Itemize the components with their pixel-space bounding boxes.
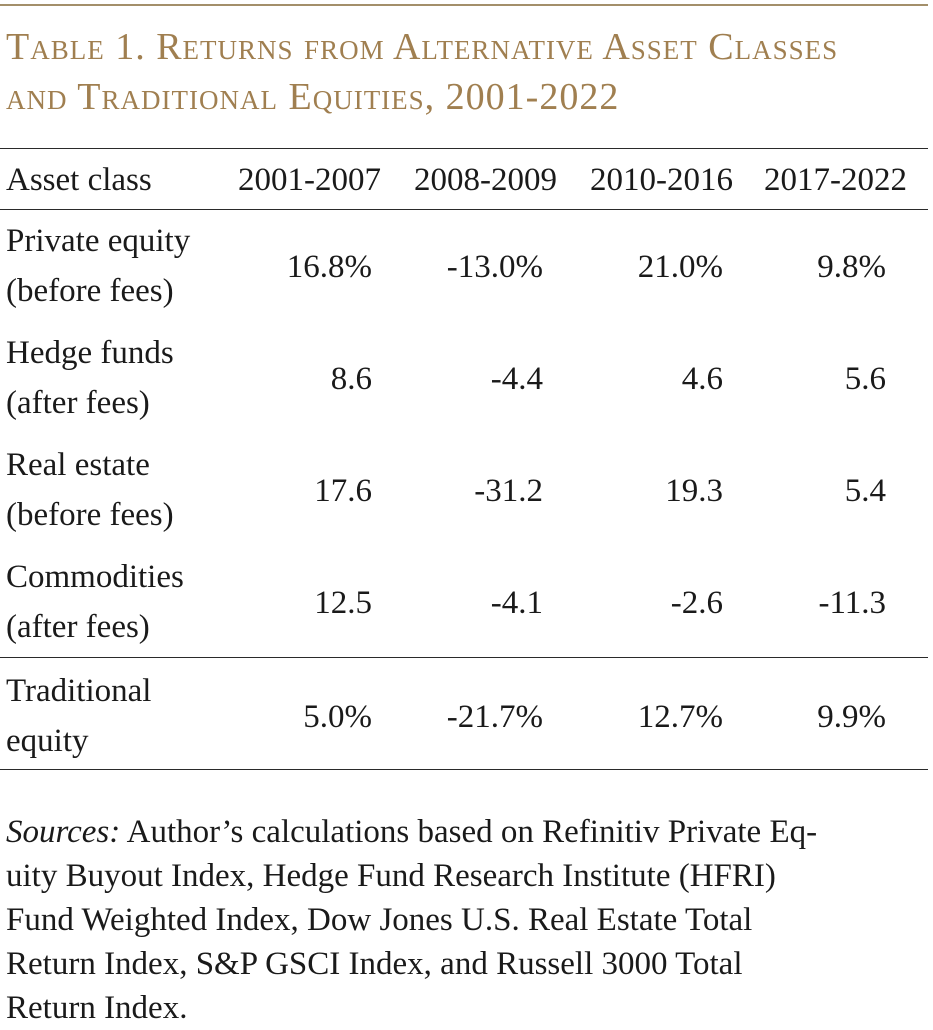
table-bottom-rule (0, 769, 928, 770)
cell-2001-2007: 16.8% (286, 249, 372, 285)
cell-2010-2016: 12.7% (637, 699, 723, 735)
row-label-line-1: Real estate (6, 447, 150, 483)
row-label: Hedge funds (after fees) (6, 328, 174, 428)
cell-2010-2016: 19.3 (665, 473, 723, 509)
header-2017-2022: 2017-2022 (764, 162, 907, 198)
header-top-rule (0, 148, 928, 149)
table-row-hedge-funds: Hedge funds (after fees) 8.6 -4.4 4.6 5.… (0, 328, 928, 432)
cell-2008-2009: -21.7% (446, 699, 543, 735)
table-row-real-estate: Real estate (before fees) 17.6 -31.2 19.… (0, 440, 928, 544)
row-label-line-1: Commodities (6, 559, 184, 595)
cell-2008-2009: -4.1 (490, 585, 543, 621)
table-title-line-2: and Traditional Equities, 2001-2022 (6, 76, 620, 118)
sources-line-4: Return Index, S&P GSCI Index, and Russel… (6, 946, 743, 982)
cell-2017-2022: 5.4 (844, 473, 886, 509)
cell-2001-2007: 12.5 (314, 585, 372, 621)
equity-separator-rule (0, 657, 928, 658)
cell-2017-2022: 5.6 (844, 361, 886, 397)
header-asset-class: Asset class (6, 162, 152, 198)
row-label-line-1: Hedge funds (6, 335, 174, 371)
sources-line-5: Return Index. (6, 990, 188, 1026)
header-2001-2007: 2001-2007 (238, 162, 381, 198)
row-label: Real estate (before fees) (6, 440, 174, 540)
cell-2008-2009: -4.4 (490, 361, 543, 397)
row-label-line-2: (after fees) (6, 385, 150, 421)
row-label-line-2: (after fees) (6, 609, 150, 645)
cell-2001-2007: 8.6 (330, 361, 372, 397)
cell-2001-2007: 5.0% (303, 699, 372, 735)
row-label-line-2: (before fees) (6, 273, 174, 309)
row-label-line-1: Private equity (6, 223, 191, 259)
row-label-line-1: Traditional (6, 673, 152, 709)
row-label: Traditional equity (6, 666, 151, 766)
top-rule (0, 4, 928, 6)
table-row-traditional-equity: Traditional equity 5.0% -21.7% 12.7% 9.9… (0, 666, 928, 770)
sources-text-1: Author’s calculations based on Refinitiv… (120, 814, 818, 850)
row-label-line-2: (before fees) (6, 497, 174, 533)
header-2010-2016: 2010-2016 (590, 162, 733, 198)
row-label-line-2: equity (6, 723, 89, 759)
sources-line-2: uity Buyout Index, Hedge Fund Research I… (6, 858, 776, 894)
cell-2017-2022: 9.8% (817, 249, 886, 285)
cell-2008-2009: -13.0% (446, 249, 543, 285)
table-row-private-equity: Private equity (before fees) 16.8% -13.0… (0, 216, 928, 320)
cell-2017-2022: 9.9% (817, 699, 886, 735)
cell-2010-2016: 4.6 (681, 361, 723, 397)
header-2008-2009: 2008-2009 (414, 162, 557, 198)
sources-line-1: Sources: Author’s calculations based on … (6, 810, 926, 854)
cell-2010-2016: -2.6 (670, 585, 723, 621)
sources-label: Sources: (6, 814, 121, 850)
cell-2010-2016: 21.0% (637, 249, 723, 285)
sources-line-3: Fund Weighted Index, Dow Jones U.S. Real… (6, 902, 753, 938)
row-label: Commodities (after fees) (6, 552, 184, 652)
table-title: Table 1. Returns from Alternative Asset … (6, 22, 926, 122)
cell-2008-2009: -31.2 (474, 473, 543, 509)
header-bottom-rule (0, 209, 928, 210)
table-title-line-1: Table 1. Returns from Alternative Asset … (6, 26, 839, 68)
sources-note: Sources: Author’s calculations based on … (6, 810, 926, 1030)
cell-2017-2022: -11.3 (818, 585, 886, 621)
cell-2001-2007: 17.6 (314, 473, 372, 509)
table-row-commodities: Commodities (after fees) 12.5 -4.1 -2.6 … (0, 552, 928, 656)
row-label: Private equity (before fees) (6, 216, 190, 316)
